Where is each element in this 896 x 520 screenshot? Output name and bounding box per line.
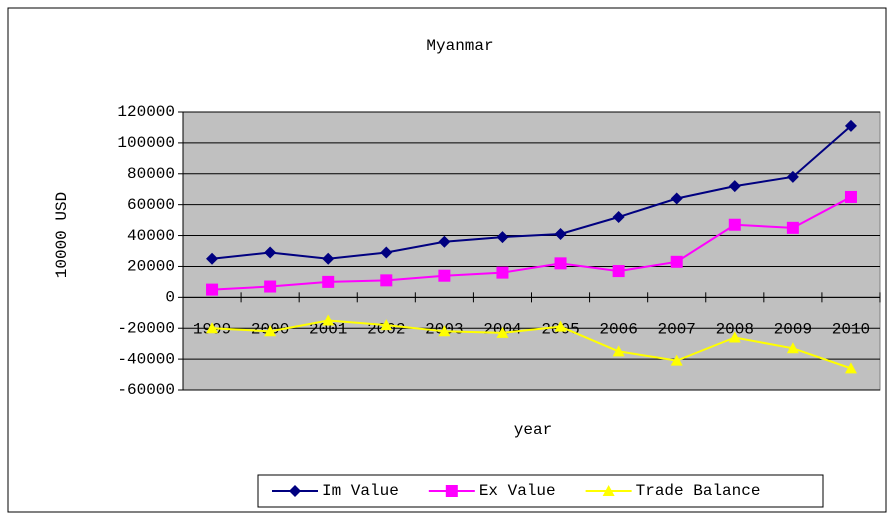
marker — [438, 269, 451, 282]
marker — [496, 231, 509, 244]
marker — [786, 342, 799, 354]
y-tick-label: 120000 — [117, 103, 175, 121]
marker — [554, 228, 567, 241]
marker — [670, 255, 683, 268]
marker — [206, 322, 219, 334]
x-tick-label: 2010 — [832, 321, 870, 339]
marker — [445, 485, 458, 497]
x-tick-label: 2008 — [716, 321, 754, 339]
marker — [206, 252, 219, 265]
plot-area — [182, 111, 881, 391]
marker — [670, 354, 683, 366]
series-line — [211, 125, 852, 260]
marker — [612, 211, 625, 224]
legend-box — [257, 474, 824, 508]
series-line — [211, 196, 852, 291]
marker — [728, 218, 741, 231]
marker — [322, 314, 335, 326]
y-axis-label: 10000 USD — [53, 192, 71, 278]
legend-label: Trade Balance — [636, 482, 761, 500]
marker — [380, 319, 393, 331]
marker — [322, 252, 335, 265]
y-tick-label: 100000 — [117, 134, 175, 152]
marker — [264, 246, 277, 259]
y-tick-label: -20000 — [117, 319, 175, 337]
marker — [612, 345, 625, 357]
marker — [786, 221, 799, 234]
marker — [844, 190, 857, 203]
marker — [322, 275, 335, 288]
x-tick-label: 2007 — [658, 321, 696, 339]
y-tick-label: -40000 — [117, 350, 175, 368]
y-tick-label: -60000 — [117, 381, 175, 399]
marker — [496, 326, 509, 338]
x-tick-label: 2009 — [774, 321, 812, 339]
marker — [728, 331, 741, 343]
marker — [264, 325, 277, 337]
marker — [844, 119, 857, 132]
marker — [206, 283, 219, 296]
series-line — [211, 319, 852, 370]
marker — [554, 257, 567, 270]
marker — [496, 266, 509, 279]
marker — [612, 265, 625, 278]
legend-label: Im Value — [322, 482, 399, 500]
marker — [728, 180, 741, 193]
legend-label: Ex Value — [479, 482, 556, 500]
y-tick-label: 40000 — [127, 227, 175, 245]
marker — [289, 485, 301, 497]
x-axis-label: year — [514, 421, 552, 439]
chart-title: Myanmar — [426, 37, 493, 55]
marker — [438, 235, 451, 248]
marker — [602, 485, 615, 496]
marker — [670, 192, 683, 205]
y-tick-label: 20000 — [127, 258, 175, 276]
marker — [554, 320, 567, 332]
marker — [844, 362, 857, 374]
marker — [380, 246, 393, 259]
x-tick-label: 2006 — [599, 321, 637, 339]
marker — [786, 170, 799, 183]
marker — [380, 274, 393, 287]
y-tick-label: 60000 — [127, 196, 175, 214]
marker — [264, 280, 277, 293]
marker — [438, 325, 451, 337]
x-tick-label: 2001 — [309, 321, 347, 339]
y-tick-label: 0 — [165, 289, 175, 307]
y-tick-label: 80000 — [127, 165, 175, 183]
